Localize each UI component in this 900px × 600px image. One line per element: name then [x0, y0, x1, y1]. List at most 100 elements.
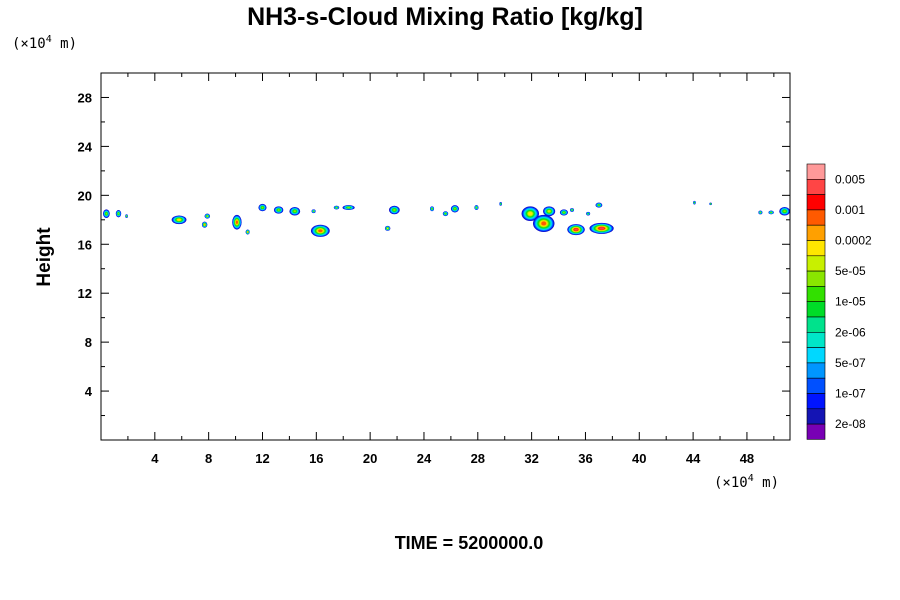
cloud-contour	[453, 207, 456, 210]
cloud-blob	[289, 206, 301, 216]
colorbar-swatch	[806, 240, 826, 257]
cloud-contour	[444, 213, 447, 215]
colorbar-swatch	[806, 423, 826, 440]
x-tick-label: 44	[686, 451, 701, 466]
cloud-contour	[313, 210, 315, 212]
cloud-contour	[770, 211, 772, 214]
colorbar-swatch	[806, 408, 826, 425]
plot-frame	[100, 72, 791, 441]
cloud-contour	[783, 210, 786, 213]
cloud-blob	[543, 206, 556, 217]
cloud-blob	[586, 211, 591, 216]
cloud-blob	[450, 205, 459, 213]
colorbar-label: 1e-05	[835, 295, 866, 309]
cloud-contour	[562, 211, 565, 214]
x-tick-label: 28	[471, 451, 485, 466]
colorbar-swatch	[806, 347, 826, 364]
cloud-blob	[595, 202, 603, 208]
cloud-blob	[567, 224, 585, 236]
cloud-contour	[247, 231, 249, 233]
cloud-blob	[768, 210, 774, 215]
cloud-blob	[779, 206, 790, 216]
colorbar-swatch	[806, 316, 826, 333]
colorbar-label: 0.001	[835, 203, 865, 217]
colorbar-label: 2e-06	[835, 325, 866, 339]
y-tick-label: 24	[78, 139, 93, 154]
colorbar-swatch	[806, 194, 826, 211]
x-tick-label: 20	[363, 451, 377, 466]
cloud-contour	[261, 206, 264, 209]
colorbar-swatch	[806, 255, 826, 272]
y-tick-label: 28	[78, 90, 92, 105]
x-tick-label: 12	[255, 451, 269, 466]
colorbar: 0.005 0.001 0.0002 5e-05 1e-05 2e-06 5e-07 1e-0…	[806, 163, 872, 440]
cloud-blob	[430, 206, 435, 212]
colorbar-swatch	[806, 270, 826, 287]
x-tick-label: 36	[578, 451, 592, 466]
colorbar-swatch	[806, 362, 826, 379]
y-tick-label: 20	[78, 188, 92, 203]
cloud-contour	[117, 212, 120, 215]
cloud-contour	[206, 215, 208, 217]
y-unit-label: (×104 m)	[12, 34, 77, 52]
cloud-blob	[342, 205, 355, 211]
x-tick-label: 8	[205, 451, 212, 466]
cloud-contour	[393, 209, 396, 212]
cloud-blob	[559, 209, 568, 216]
colorbar-swatch	[806, 286, 826, 302]
cloud-blob	[758, 210, 763, 215]
cloud-contour	[571, 209, 573, 211]
cloud-blob	[709, 202, 712, 206]
y-tick-label: 12	[78, 286, 92, 301]
cloud-contour	[335, 206, 338, 209]
cloud-contour	[587, 213, 589, 215]
colorbar-swatch	[806, 224, 826, 241]
colorbar-swatch	[806, 163, 826, 180]
cloud-contour	[204, 224, 206, 226]
cloud-contour	[541, 221, 547, 226]
x-unit-label: (×104 m)	[714, 473, 779, 491]
cloud-contour	[599, 227, 605, 230]
cloud-blob	[589, 222, 614, 234]
colorbar-swatch	[806, 179, 826, 195]
cloud-blob	[521, 206, 540, 222]
cloud-blob	[103, 209, 110, 218]
cloud-blob	[125, 214, 128, 218]
cloud-contour	[759, 211, 761, 214]
y-tick-label: 16	[78, 237, 92, 252]
cloud-blob	[115, 210, 122, 218]
cloud-contour	[277, 209, 280, 211]
cloud-contours	[103, 200, 790, 237]
cloud-contour	[693, 202, 696, 204]
cloud-blob	[532, 214, 555, 233]
cloud-blob	[204, 213, 211, 219]
cloud-contour	[177, 218, 181, 221]
colorbar-label: 0.005	[835, 172, 865, 186]
time-label: TIME = 5200000.0	[395, 533, 544, 553]
colorbar-swatch	[806, 331, 826, 348]
cloud-contour	[598, 204, 600, 206]
x-tick-label: 32	[524, 451, 538, 466]
cloud-contour	[347, 206, 351, 209]
colorbar-label: 2e-08	[835, 417, 866, 431]
cloud-blob	[442, 211, 449, 217]
y-tick-label: 8	[85, 335, 92, 350]
cloud-blob	[474, 205, 479, 211]
cloud-contour	[547, 210, 551, 213]
colorbar-swatch	[806, 209, 826, 226]
cloud-contour	[574, 228, 578, 231]
cloud-contour	[125, 215, 128, 217]
cloud-contour	[710, 203, 712, 205]
x-tick-label: 4	[151, 451, 159, 466]
cloud-contour	[235, 220, 238, 224]
cloud-contour	[431, 208, 433, 210]
cloud-blob	[388, 205, 400, 215]
y-tick-label: 4	[85, 384, 93, 399]
cloud-blob	[273, 206, 284, 214]
colorbar-label: 5e-07	[835, 356, 866, 370]
cloud-contour	[500, 203, 502, 205]
colorbar-swatch	[806, 301, 826, 318]
cloud-blob	[333, 205, 340, 210]
